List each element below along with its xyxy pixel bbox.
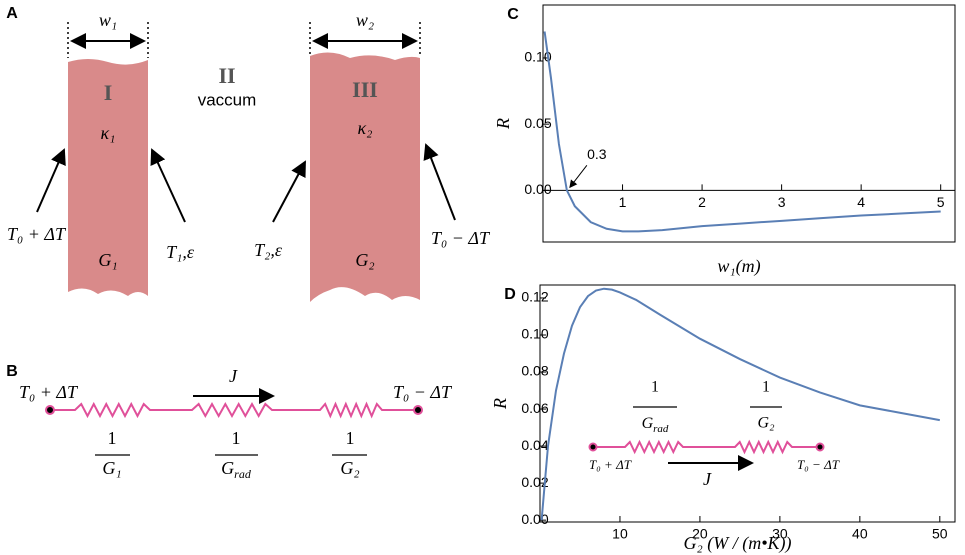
y-tick-label: 0.10 [524, 49, 551, 65]
temp-label: T₀ + ΔT [589, 457, 632, 472]
temp-label: T₂,ε [254, 240, 283, 260]
kappa-label: κ₂ [358, 118, 373, 138]
region-label: III [352, 77, 378, 102]
data-line [543, 31, 941, 233]
temp-label: T₁,ε [166, 242, 195, 262]
fraction-denominator: G₂ [340, 458, 359, 478]
y-axis-label: R [493, 118, 513, 130]
x-tick-label: 10 [612, 526, 628, 542]
y-tick-label: 0.00 [521, 511, 548, 527]
y-tick-label: 0.10 [521, 326, 548, 342]
g-label: G₁ [98, 250, 117, 270]
fraction-numerator: 1 [232, 428, 241, 448]
circuit-wire [593, 439, 820, 455]
data-line [540, 287, 940, 521]
fraction-denominator: G₁ [102, 458, 121, 478]
fraction-numerator: 1 [651, 379, 659, 396]
terminal [588, 442, 598, 452]
plot-frame [539, 284, 956, 523]
panel-label: B [6, 363, 18, 380]
fraction-numerator: 1 [108, 428, 117, 448]
temp-label: T₀ − ΔT [393, 382, 453, 402]
plot-frame [542, 4, 956, 243]
terminal [413, 405, 423, 415]
x-tick-label: 1 [619, 194, 627, 210]
panel-b: B J T₀ + ΔT T₀ − ΔT 1 G₁ 1 Grad 1 G₂ [6, 363, 453, 481]
fraction-denominator: Grad [642, 415, 669, 435]
terminal [45, 405, 55, 415]
y-tick-label: 0.02 [521, 474, 548, 490]
fraction-numerator: 1 [346, 428, 355, 448]
temp-label: T₀ + ΔT [19, 382, 79, 402]
circuit-wire [50, 401, 418, 419]
y-tick-label: 0.05 [524, 115, 551, 131]
slab-1 [68, 59, 148, 296]
y-axis-label: R [490, 398, 510, 410]
flux-label: J [229, 366, 238, 386]
flux-label: J [703, 469, 712, 489]
temp-label: T₀ − ΔT [797, 457, 840, 472]
y-tick-label: 0.06 [521, 400, 548, 416]
y-tick-label: 0.08 [521, 363, 548, 379]
x-tick-label: 30 [772, 526, 788, 542]
x-tick-label: 20 [692, 526, 708, 542]
fraction-numerator: 1 [762, 379, 770, 396]
x-axis-label: w₁(m) [717, 256, 760, 277]
x-tick-label: 4 [857, 194, 865, 210]
x-tick-label: 2 [698, 194, 706, 210]
arrows [36, 33, 456, 223]
width-label: w₁ [99, 10, 117, 30]
region-label: I [104, 80, 113, 105]
terminal [815, 442, 825, 452]
x-axis-label: G₂ (W / (m•K)) [683, 533, 791, 554]
g-label: G₂ [355, 250, 374, 270]
dotted-guides [67, 22, 421, 58]
x-tick-label: 3 [778, 194, 786, 210]
annotation-arrow [569, 165, 588, 189]
slab-2 [310, 52, 420, 302]
annotation: 0.3 [587, 146, 607, 162]
y-tick-label: 0.04 [521, 437, 548, 453]
inset-d: 1 Grad 1 G₂ T₀ + ΔT T₀ − ΔT J [588, 379, 840, 489]
x-tick-label: 5 [937, 194, 945, 210]
x-tick-label: 50 [932, 526, 948, 542]
panel-a: A w₁ w₂ I II vaccum III κ₁ κ₂ G₁ G₂ T₀ +… [6, 5, 491, 302]
y-tick-label: 0.00 [524, 181, 551, 197]
x-tick-label: 40 [852, 526, 868, 542]
fraction-denominator: Grad [221, 458, 252, 481]
kappa-label: κ₁ [101, 123, 116, 143]
panel-label: C [507, 6, 519, 23]
y-tick-label: 0.12 [521, 289, 548, 305]
width-label: w₂ [356, 10, 374, 30]
panel-label: D [504, 286, 516, 303]
fraction-denominator: G₂ [757, 415, 775, 432]
vacuum-label: vaccum [198, 90, 257, 109]
region-label: II [218, 63, 235, 88]
panel-label: A [6, 5, 18, 22]
temp-label: T₀ + ΔT [7, 224, 67, 244]
temp-label: T₀ − ΔT [431, 228, 491, 248]
